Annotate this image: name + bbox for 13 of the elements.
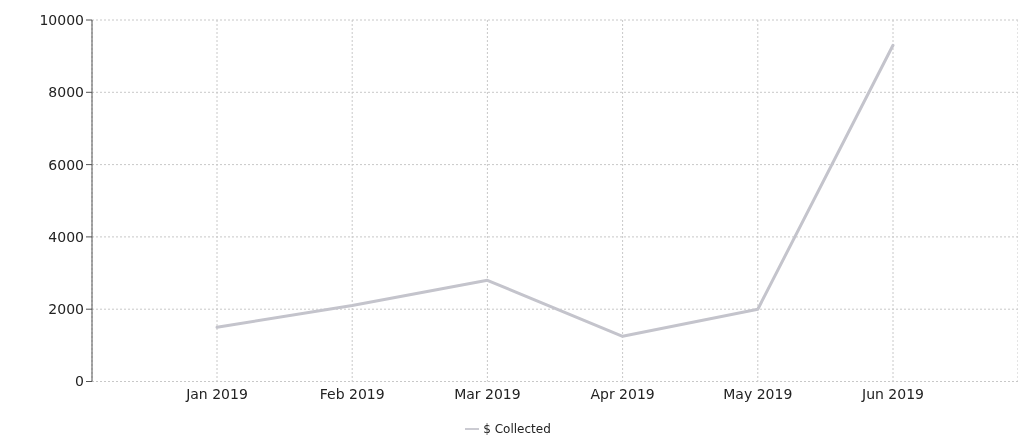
x-tick-label: Feb 2019 (319, 386, 385, 403)
y-tick-label: 10000 (39, 11, 84, 28)
y-tick-label: 4000 (48, 228, 84, 245)
y-tick-label: 0 (75, 373, 84, 390)
x-tick-label: May 2019 (723, 386, 793, 403)
y-tick-label: 2000 (48, 301, 84, 318)
legend-label: $ Collected (483, 421, 551, 436)
y-tick-label: 6000 (48, 156, 84, 173)
x-tick-label: Jun 2019 (861, 386, 924, 403)
x-tick-label: Jan 2019 (185, 386, 248, 403)
y-tick-label: 8000 (48, 84, 84, 101)
x-tick-label: Apr 2019 (590, 386, 655, 403)
x-tick-label: Mar 2019 (454, 386, 521, 403)
